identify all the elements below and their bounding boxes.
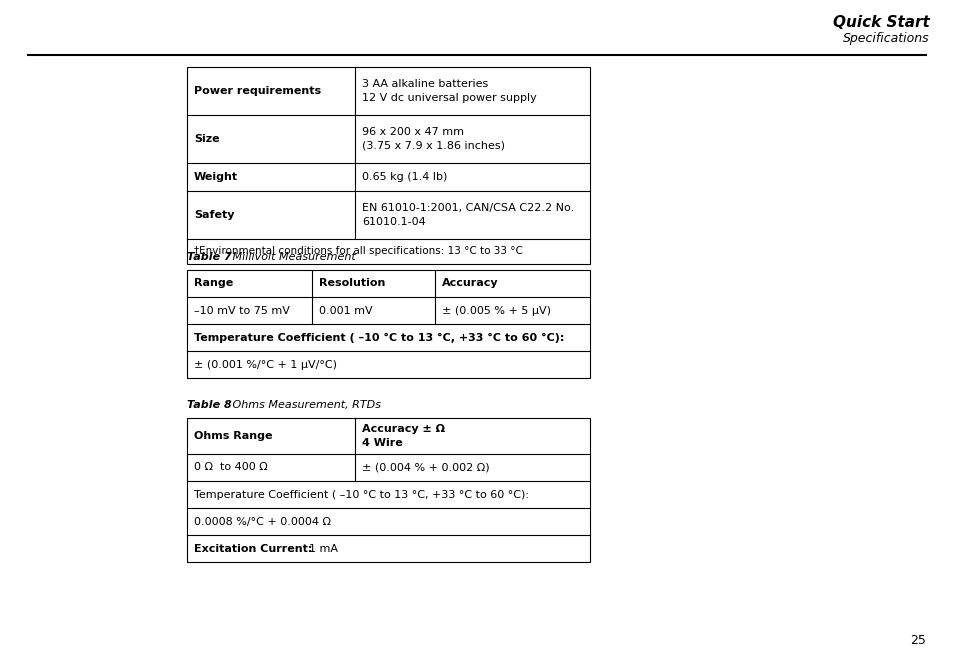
- Text: 25: 25: [909, 634, 925, 647]
- Text: Size: Size: [193, 134, 219, 144]
- Text: Power requirements: Power requirements: [193, 86, 321, 96]
- Text: 3 AA alkaline batteries
12 V dc universal power supply: 3 AA alkaline batteries 12 V dc universa…: [361, 79, 537, 102]
- Text: 0.65 kg (1.4 lb): 0.65 kg (1.4 lb): [361, 172, 447, 182]
- Text: Ohms Measurement, RTDs: Ohms Measurement, RTDs: [229, 400, 380, 410]
- Bar: [187, 270, 589, 378]
- Text: 1 mA: 1 mA: [302, 543, 337, 553]
- Text: Ohms Range: Ohms Range: [193, 431, 273, 441]
- Text: Table 8: Table 8: [187, 400, 232, 410]
- Text: EN 61010-1:2001, CAN/CSA C22.2 No.
61010.1-04: EN 61010-1:2001, CAN/CSA C22.2 No. 61010…: [361, 203, 574, 227]
- Text: Accuracy: Accuracy: [441, 279, 498, 289]
- Text: Range: Range: [193, 279, 233, 289]
- Text: ± (0.005 % + 5 μV): ± (0.005 % + 5 μV): [441, 305, 551, 315]
- Text: †Environmental conditions for all specifications: 13 °C to 33 °C: †Environmental conditions for all specif…: [193, 247, 522, 257]
- Text: Weight: Weight: [193, 172, 238, 182]
- Text: Safety: Safety: [193, 210, 234, 220]
- Bar: [187, 67, 589, 264]
- Text: Specifications: Specifications: [842, 32, 929, 45]
- Text: Excitation Current:: Excitation Current:: [193, 543, 312, 553]
- Text: Temperature Coefficient ( –10 °C to 13 °C, +33 °C to 60 °C):: Temperature Coefficient ( –10 °C to 13 °…: [193, 332, 564, 342]
- Text: ± (0.004 % + 0.002 Ω): ± (0.004 % + 0.002 Ω): [361, 462, 489, 473]
- Text: Resolution: Resolution: [318, 279, 385, 289]
- Bar: [187, 418, 589, 562]
- Text: Table 7: Table 7: [187, 252, 232, 262]
- Text: Quick Start: Quick Start: [832, 15, 929, 30]
- Text: Temperature Coefficient ( –10 °C to 13 °C, +33 °C to 60 °C):: Temperature Coefficient ( –10 °C to 13 °…: [193, 489, 529, 499]
- Text: 0.001 mV: 0.001 mV: [318, 305, 373, 315]
- Text: 96 x 200 x 47 mm
(3.75 x 7.9 x 1.86 inches): 96 x 200 x 47 mm (3.75 x 7.9 x 1.86 inch…: [361, 128, 504, 150]
- Text: –10 mV to 75 mV: –10 mV to 75 mV: [193, 305, 290, 315]
- Text: Millivolt Measurement: Millivolt Measurement: [229, 252, 355, 262]
- Text: Accuracy ± Ω
4 Wire: Accuracy ± Ω 4 Wire: [361, 424, 444, 448]
- Text: ± (0.001 %/°C + 1 μV/°C): ± (0.001 %/°C + 1 μV/°C): [193, 360, 336, 370]
- Text: 0 Ω  to 400 Ω: 0 Ω to 400 Ω: [193, 462, 268, 473]
- Text: 0.0008 %/°C + 0.0004 Ω: 0.0008 %/°C + 0.0004 Ω: [193, 517, 331, 527]
